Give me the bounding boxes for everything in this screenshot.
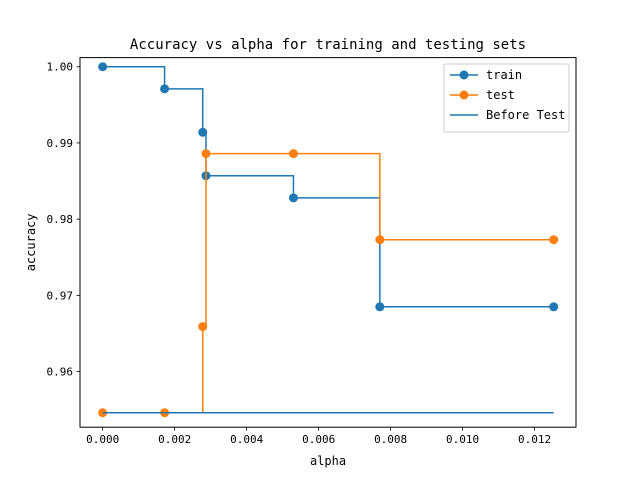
- x-axis-label: alpha: [310, 454, 346, 468]
- legend: train test Before Test: [443, 63, 570, 133]
- y-tick-label: 0.96: [47, 366, 74, 379]
- plot-frame: [79, 57, 577, 428]
- data-point-train: [98, 62, 108, 72]
- legend-marker-test: [459, 90, 469, 100]
- x-axis-ticks: 0.000 0.002 0.004 0.006 0.008 0.010 0.012: [86, 427, 551, 446]
- x-tick-label: 0.004: [230, 433, 263, 446]
- data-point-train: [288, 193, 298, 203]
- x-tick-label: 0.008: [374, 433, 407, 446]
- y-axis-label: accuracy: [24, 214, 38, 272]
- y-tick-label: 1.00: [47, 61, 74, 74]
- legend-label-train: train: [486, 68, 522, 82]
- legend-label-before-test: Before Test: [486, 108, 565, 122]
- chart-title: Accuracy vs alpha for training and testi…: [130, 37, 526, 53]
- legend-label-test: test: [486, 88, 515, 102]
- y-tick-label: 0.97: [47, 289, 74, 302]
- data-point-train: [375, 302, 385, 312]
- data-point-train: [160, 84, 170, 94]
- x-tick-label: 0.010: [446, 433, 479, 446]
- data-point-train: [198, 127, 208, 137]
- legend-marker-train: [459, 70, 469, 80]
- data-point-test: [198, 322, 208, 332]
- y-axis-ticks: 0.96 0.97 0.98 0.99 1.00: [47, 61, 80, 379]
- data-point-test: [549, 235, 559, 245]
- data-point-test: [288, 149, 298, 159]
- x-tick-label: 0.012: [518, 433, 551, 446]
- y-tick-label: 0.99: [47, 137, 74, 150]
- x-tick-label: 0.002: [158, 433, 191, 446]
- data-point-train: [549, 302, 559, 312]
- data-point-test: [375, 235, 385, 245]
- x-tick-label: 0.006: [302, 433, 335, 446]
- x-tick-label: 0.000: [86, 433, 119, 446]
- series-layer: [98, 62, 559, 418]
- data-point-test: [201, 149, 211, 159]
- y-tick-label: 0.98: [47, 213, 74, 226]
